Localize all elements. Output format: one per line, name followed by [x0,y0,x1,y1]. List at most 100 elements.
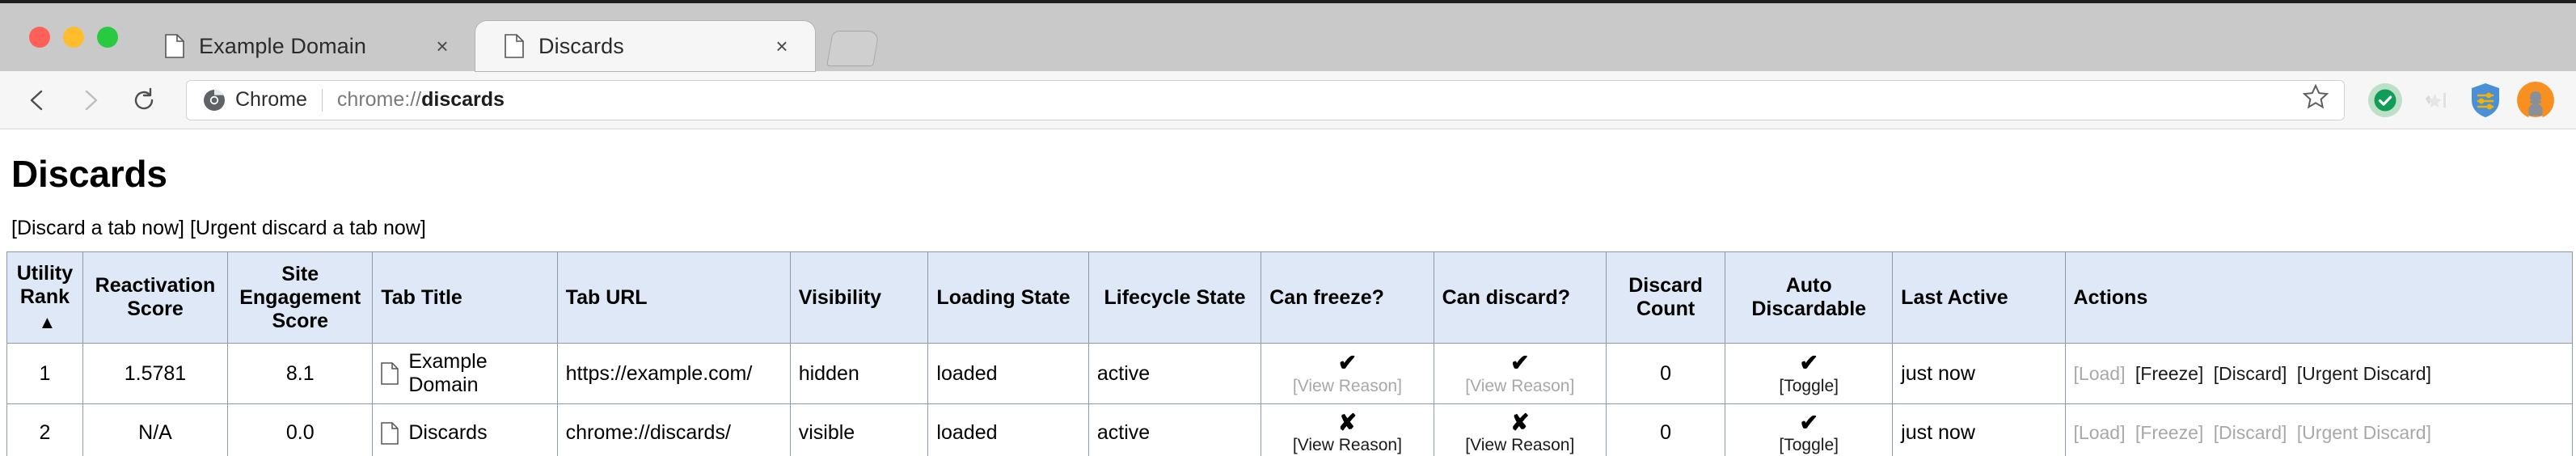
header-can-discard[interactable]: Can discard? [1433,251,1607,344]
omnibox-divider [321,88,323,112]
header-last-active[interactable]: Last Active [1892,251,2066,344]
header-tab-url[interactable]: Tab URL [556,251,791,344]
can-discard-stack: ✔ [View Reason] [1442,351,1598,396]
browser-toolbar: Chrome chrome://discards [0,71,2576,129]
cell-reactivation-score: N/A [82,403,229,456]
cell-lifecycle-state: active [1087,343,1262,404]
table-header-row: Utility Rank ▲ Reactivation Score Site En… [6,251,2574,344]
discard-action-link[interactable]: [Discard] [2213,422,2287,444]
auto-discardable-stack: ✔ [Toggle] [1734,411,1884,456]
header-discard-count[interactable]: Discard Count [1605,251,1726,344]
cell-tab-url: chrome://discards/ [556,403,791,456]
header-reactivation-score[interactable]: Reactivation Score [82,251,229,344]
header-tab-title[interactable]: Tab Title [372,251,558,344]
header-lifecycle-state[interactable]: Lifecycle State [1087,251,1262,344]
table-row: 1 1.5781 8.1 Example Domain https://exam… [6,343,2574,404]
discard-action-link[interactable]: [Discard] [2213,362,2287,384]
freeze-action-link[interactable]: [Freeze] [2135,362,2204,384]
minimize-window-button[interactable] [63,27,84,48]
toggle-link[interactable]: [Toggle] [1779,436,1839,455]
omnibox-url-host: discards [421,88,505,111]
tab-title-text: Discards [408,421,488,445]
header-actions[interactable]: Actions [2064,251,2574,344]
shield-settings-icon[interactable] [2463,78,2508,123]
load-action-link[interactable]: [Load] [2073,422,2126,444]
check-circle-icon[interactable] [2363,78,2408,123]
urgent-discard-action-link[interactable]: [Urgent Discard] [2296,362,2431,384]
load-action-link[interactable]: [Load] [2073,362,2126,384]
toggle-link[interactable]: [Toggle] [1779,376,1839,395]
urgent-discard-action-link[interactable]: [Urgent Discard] [2296,422,2431,444]
cell-loading-state: loaded [927,343,1089,404]
new-tab-button[interactable] [826,31,880,66]
view-reason-link[interactable]: [View Reason] [1465,436,1575,455]
header-visibility[interactable]: Visibility [789,251,929,344]
page-title: Discards [11,153,167,195]
cell-discard-count: 0 [1605,403,1726,456]
page-content: Discards [Discard a tab now] [Urgent dis… [0,129,2576,456]
omnibox-url: chrome://discards [337,88,505,112]
cell-actions: [Load] [Freeze] [Discard] [Urgent Discar… [2064,403,2574,456]
cell-tab-title: Example Domain [372,343,558,404]
faded-extension-icon[interactable] [2413,78,2458,123]
bookmark-star-icon[interactable] [2302,83,2329,116]
tab-title: Discards [538,33,624,58]
cross-mark-icon: ✘ [1510,410,1530,435]
tab-title-text: Example Domain [408,350,488,396]
tab-title-with-favicon: Example Domain [381,350,548,397]
reload-icon[interactable] [121,78,167,123]
omnibox-url-prefix: chrome:// [336,88,422,111]
header-auto-discardable[interactable]: Auto Discardable [1725,251,1894,344]
cell-tab-url: https://example.com/ [556,343,791,404]
cell-site-engagement-score: 0.0 [227,403,374,456]
tab-title: Example Domain [199,33,366,58]
cell-lifecycle-state: active [1087,403,1262,456]
freeze-action-link[interactable]: [Freeze] [2135,422,2204,444]
urgent-discard-a-tab-now-link[interactable]: [Urgent discard a tab now] [189,217,426,239]
cell-visibility: hidden [789,343,929,404]
document-icon [505,34,524,58]
window-controls [0,3,136,71]
orange-profile-icon[interactable] [2513,78,2558,123]
can-freeze-stack: ✔ [View Reason] [1269,351,1425,396]
view-reason-link[interactable]: [View Reason] [1292,376,1402,395]
close-window-button[interactable] [29,27,50,48]
cross-mark-icon: ✘ [1337,410,1358,435]
cell-can-discard: ✔ [View Reason] [1433,343,1607,404]
cell-can-freeze: ✘ [View Reason] [1261,403,1434,456]
document-icon [381,362,399,385]
tab-discards[interactable]: Discards × [475,21,815,71]
back-icon[interactable] [15,78,60,123]
header-can-freeze[interactable]: Can freeze? [1261,251,1434,344]
cell-auto-discardable: ✔ [Toggle] [1725,343,1894,404]
view-reason-link[interactable]: [View Reason] [1465,376,1575,395]
cell-utility-rank: 1 [6,343,83,404]
header-loading-state[interactable]: Loading State [927,251,1089,344]
cell-auto-discardable: ✔ [Toggle] [1725,403,1894,456]
close-icon[interactable]: × [436,34,449,58]
cell-can-freeze: ✔ [View Reason] [1261,343,1434,404]
auto-discardable-stack: ✔ [Toggle] [1734,351,1884,396]
window-titlebar-edge [0,0,2576,3]
check-mark-icon: ✔ [1799,350,1818,376]
discards-table: Utility Rank ▲ Reactivation Score Site En… [6,251,2574,456]
cell-last-active: just now [1892,403,2066,456]
sort-ascending-icon: ▲ [38,312,57,332]
chrome-chip: Chrome [203,88,307,112]
cell-reactivation-score: 1.5781 [82,343,229,404]
cell-actions: [Load] [Freeze] [Discard] [Urgent Discar… [2064,343,2574,404]
header-utility-rank[interactable]: Utility Rank ▲ [6,251,83,344]
header-site-engagement-score[interactable]: Site Engagement Score [227,251,374,344]
maximize-window-button[interactable] [97,27,118,48]
cell-tab-title: Discards [372,403,558,456]
view-reason-link[interactable]: [View Reason] [1292,436,1402,455]
discard-a-tab-now-link[interactable]: [Discard a tab now] [11,217,184,239]
address-bar[interactable]: Chrome chrome://discards [186,79,2345,120]
chrome-logo-icon [204,89,225,111]
forward-icon[interactable] [68,78,113,123]
close-icon[interactable]: × [775,34,788,58]
extension-toolbar [2345,78,2558,123]
tab-example-domain[interactable]: Example Domain × [136,21,475,71]
table-row: 2 N/A 0.0 Discards chrome://discards/ vi… [6,403,2574,456]
